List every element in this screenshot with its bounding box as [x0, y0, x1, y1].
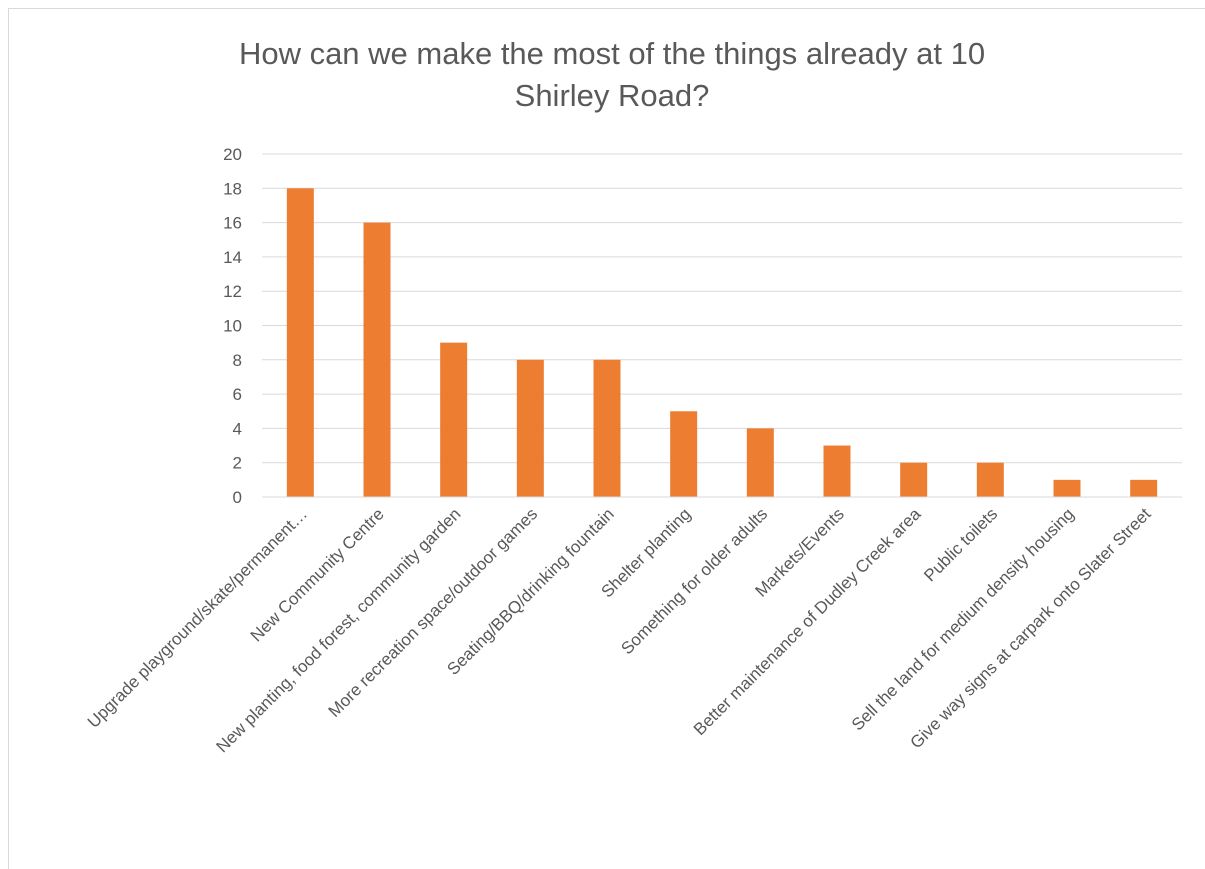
bar — [976, 462, 1004, 497]
chart-title-line-2: Shirley Road? — [515, 78, 710, 113]
bar — [900, 462, 928, 497]
chart-title-line-1: How can we make the most of the things a… — [239, 36, 985, 71]
x-category-label: Seating/BBQ/drinking fountain — [443, 504, 617, 678]
x-axis-category-labels: Upgrade playground/skate/permanent…New C… — [84, 504, 1155, 756]
y-tick-label: 4 — [233, 419, 242, 438]
bar — [286, 188, 314, 498]
y-tick-label: 20 — [223, 145, 242, 164]
chart-area — [8, 8, 1205, 869]
bar — [1130, 479, 1158, 497]
y-tick-label: 14 — [223, 248, 242, 267]
bar — [593, 359, 621, 497]
bar — [823, 445, 851, 497]
bar — [1053, 479, 1081, 497]
y-axis-tick-labels: 0 2 4 6 8 10 12 14 16 18 20 — [223, 145, 242, 507]
x-category-label: Public toilets — [920, 504, 1001, 585]
x-category-label: New Community Centre — [247, 504, 388, 645]
y-tick-label: 6 — [233, 385, 242, 404]
y-tick-label: 10 — [223, 317, 242, 336]
y-tick-label: 0 — [233, 488, 242, 507]
y-tick-label: 16 — [223, 214, 242, 233]
y-tick-label: 8 — [233, 351, 242, 370]
bar — [516, 359, 544, 497]
bar — [746, 428, 774, 497]
bar — [363, 222, 391, 497]
y-tick-label: 18 — [223, 179, 242, 198]
x-category-label: Something for older adults — [617, 504, 771, 658]
gridlines — [262, 153, 1182, 464]
y-tick-label: 12 — [223, 282, 242, 301]
bar — [670, 411, 698, 497]
bar — [440, 342, 468, 497]
y-tick-label: 2 — [233, 454, 242, 473]
bars — [286, 188, 1158, 498]
